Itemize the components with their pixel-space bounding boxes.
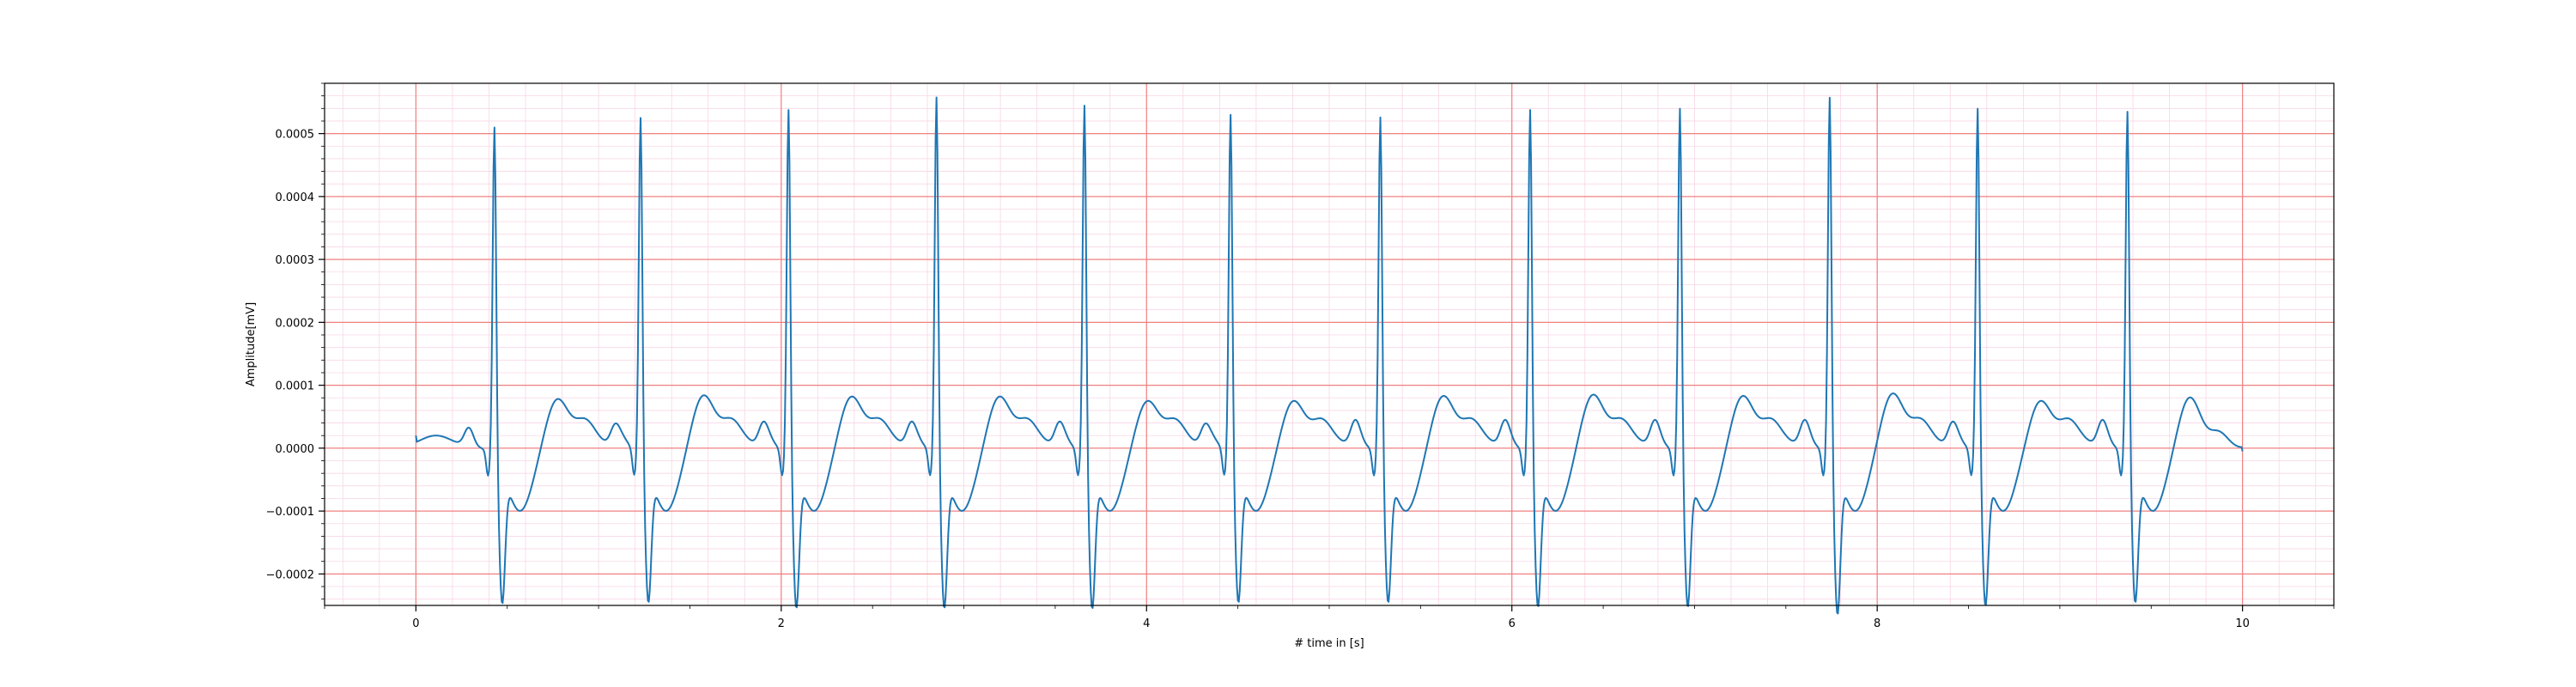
y-tick-label: 0.0002	[276, 317, 315, 330]
x-tick-label: 2	[778, 617, 785, 630]
y-tick-label: 0.0001	[276, 380, 315, 393]
y-tick-label: −0.0002	[266, 568, 314, 581]
x-tick-label: 4	[1143, 617, 1150, 630]
major-grid	[325, 83, 2334, 605]
x-axis-label: # time in [s]	[1294, 637, 1364, 650]
ecg-series-line	[415, 96, 2244, 615]
minor-grid	[325, 82, 2334, 605]
x-tick-label: 10	[2235, 617, 2250, 630]
series-layer	[415, 96, 2244, 615]
y-axis-label: Amplitude[mV]	[245, 302, 258, 386]
y-tick-label: 0.0005	[276, 129, 315, 142]
x-tick-label: 0	[412, 617, 419, 630]
y-tick-label: −0.0001	[266, 506, 314, 519]
y-tick-label: 0.0000	[276, 443, 315, 456]
y-tick-label: 0.0003	[276, 254, 315, 267]
y-tick-label: 0.0004	[276, 192, 315, 204]
x-tick-label: 8	[1874, 617, 1880, 630]
x-tick-label: 6	[1509, 617, 1516, 630]
y-axis: −0.0002 −0.0001 0.0000 0.0001 0.0002 0.0003 0.…	[266, 82, 325, 600]
x-axis: 0 2 4 6 8 10	[324, 605, 2335, 630]
